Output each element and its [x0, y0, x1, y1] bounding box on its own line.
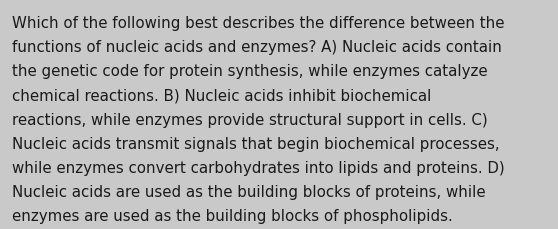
- Text: chemical reactions. B) Nucleic acids inhibit biochemical: chemical reactions. B) Nucleic acids inh…: [12, 88, 432, 103]
- Text: Which of the following best describes the difference between the: Which of the following best describes th…: [12, 16, 505, 31]
- Text: while enzymes convert carbohydrates into lipids and proteins. D): while enzymes convert carbohydrates into…: [12, 160, 505, 175]
- Text: functions of nucleic acids and enzymes? A) Nucleic acids contain: functions of nucleic acids and enzymes? …: [12, 40, 502, 55]
- Text: the genetic code for protein synthesis, while enzymes catalyze: the genetic code for protein synthesis, …: [12, 64, 488, 79]
- Text: reactions, while enzymes provide structural support in cells. C): reactions, while enzymes provide structu…: [12, 112, 488, 127]
- Text: Nucleic acids transmit signals that begin biochemical processes,: Nucleic acids transmit signals that begi…: [12, 136, 500, 151]
- Text: enzymes are used as the building blocks of phospholipids.: enzymes are used as the building blocks …: [12, 208, 453, 223]
- Text: Nucleic acids are used as the building blocks of proteins, while: Nucleic acids are used as the building b…: [12, 184, 486, 199]
